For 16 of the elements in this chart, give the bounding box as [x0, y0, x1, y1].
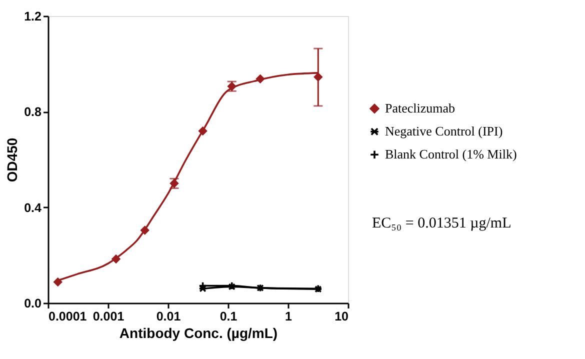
y-axis-title: OD450	[4, 138, 20, 182]
legend-label: Pateclizumab	[385, 100, 456, 116]
y-tick-label: 0.4	[24, 200, 42, 215]
legend-label: Blank Control (1% Milk)	[385, 146, 517, 162]
legend-label: Negative Control (IPI)	[385, 124, 503, 139]
y-tick-label: 0.8	[24, 105, 42, 120]
y-tick-label: 1.2	[24, 10, 42, 24]
x-tick-label: 0.1	[220, 310, 238, 324]
x-tick-label: 10	[334, 310, 349, 324]
text: EC₅₀ = 0.01351 µg/mL	[372, 216, 512, 232]
x-tick-label: 0.0001	[48, 310, 87, 324]
x-tick-label: 0.01	[156, 310, 181, 324]
x-tick-label: 0.001	[92, 310, 124, 324]
x-tick-label: 1	[285, 310, 292, 324]
y-tick-label: 0.0	[24, 296, 42, 310]
x-axis-title: Antibody Conc. (µg/mL)	[119, 325, 278, 341]
